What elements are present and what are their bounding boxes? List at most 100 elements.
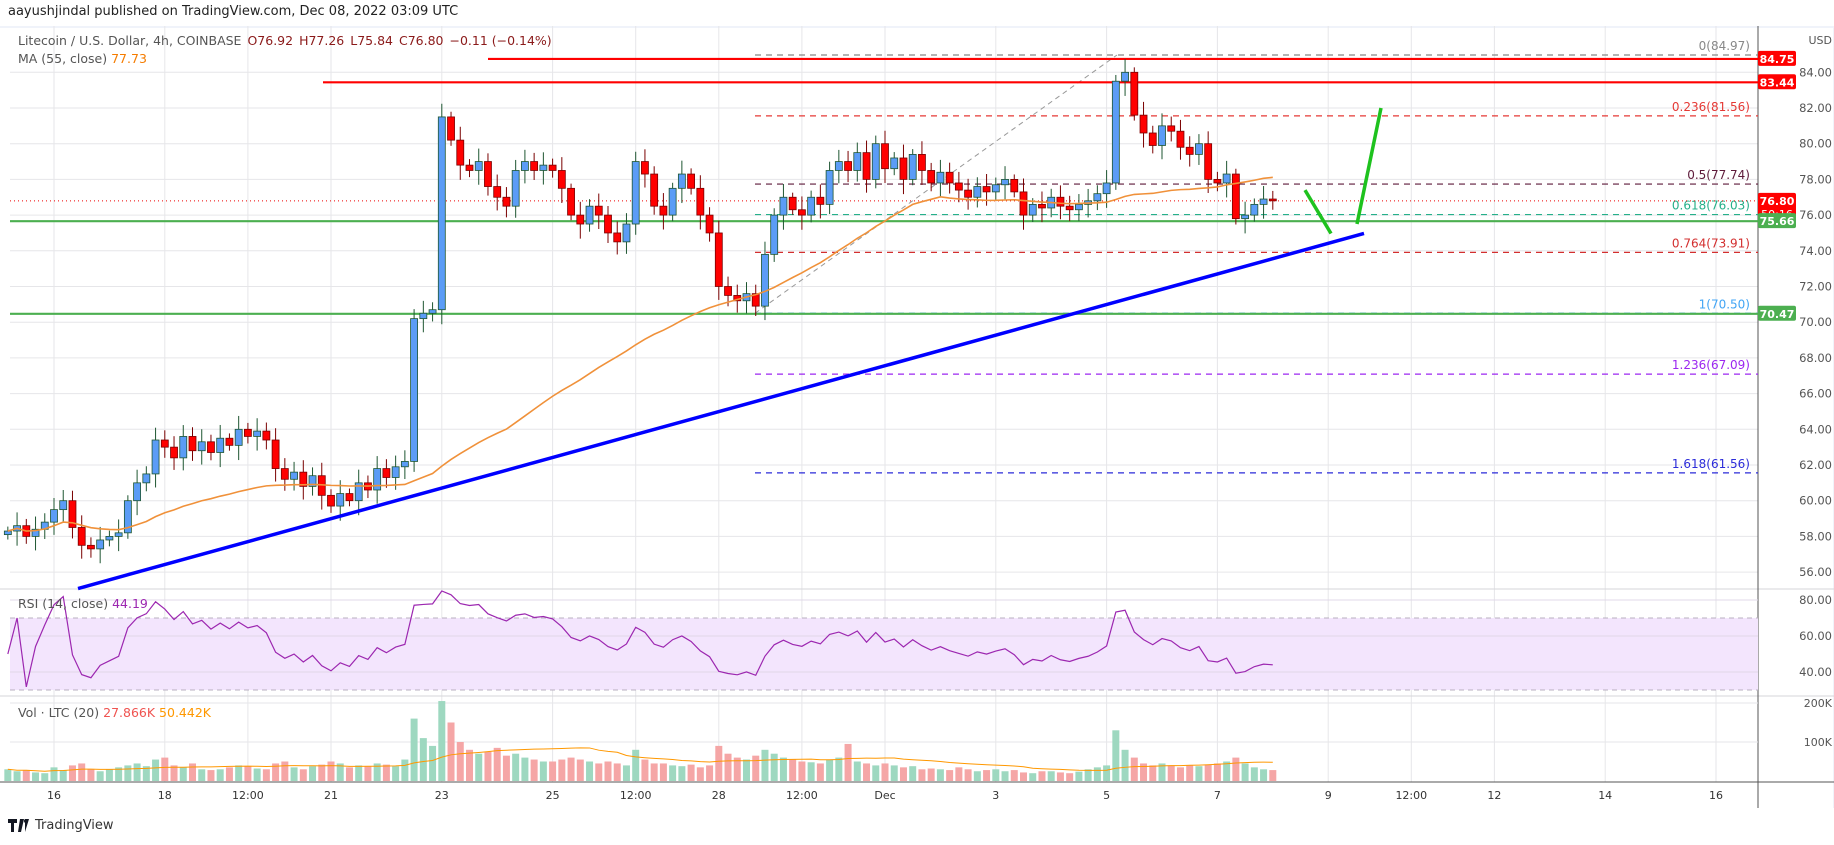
volume-bar	[447, 722, 455, 781]
volume-bar	[345, 767, 353, 781]
price-tag: 84.75	[1758, 50, 1796, 66]
candle	[207, 434, 215, 461]
volume-bar	[207, 770, 215, 781]
brand-name: TradingView	[35, 818, 114, 833]
volume-bar	[1047, 771, 1055, 781]
candle-body	[539, 164, 548, 171]
tradingview-logo-icon	[8, 819, 29, 832]
volume-bar	[1066, 773, 1074, 781]
candle-body	[345, 493, 354, 502]
candle	[410, 309, 419, 472]
candle-body	[696, 187, 705, 216]
candle	[594, 193, 603, 229]
candle	[862, 140, 871, 193]
volume-label[interactable]: Vol · LTC (20)	[18, 705, 100, 720]
volume-bar	[216, 769, 224, 781]
volume-bar	[336, 763, 344, 781]
candle	[345, 488, 354, 507]
fib-level-label: 0(84.97)	[1699, 39, 1750, 53]
ma-label[interactable]: MA (55, close)	[18, 51, 108, 66]
volume-bar	[1167, 765, 1175, 781]
candle-body	[918, 154, 926, 171]
volume-bar	[816, 763, 824, 781]
symbol-name[interactable]: Litecoin / U.S. Dollar, 4h, COINBASE	[18, 33, 242, 48]
volume-bar	[1130, 757, 1138, 781]
volume-bar	[41, 773, 49, 781]
volume-bar	[724, 753, 732, 781]
candle	[798, 196, 806, 230]
candle-body	[613, 232, 622, 243]
candle-body	[585, 205, 594, 225]
candle-body	[1176, 130, 1185, 148]
candle-body	[650, 173, 659, 207]
candle	[105, 530, 114, 547]
volume-bar	[50, 767, 58, 781]
candle	[548, 158, 557, 178]
candle	[631, 151, 640, 235]
time-axis-label: 3	[992, 789, 999, 802]
fib-level-label: 1(70.50)	[1699, 297, 1750, 311]
volume-bar	[1001, 771, 1009, 781]
ohlc-open: O76.92	[247, 33, 294, 48]
volume-bar	[1260, 769, 1268, 781]
candle	[1195, 134, 1203, 165]
candle	[511, 159, 520, 218]
candle-body	[68, 500, 77, 528]
candle-body	[253, 430, 262, 437]
candle	[373, 456, 382, 504]
candle-body	[890, 157, 899, 170]
candle-body	[428, 309, 437, 314]
price-axis-label: 82.00	[1799, 101, 1832, 115]
candle-body	[1148, 132, 1157, 146]
price-tag-value: 84.75	[1760, 53, 1795, 66]
projection-arrow-up	[1355, 107, 1383, 225]
candle	[197, 429, 206, 465]
candle-body	[308, 475, 317, 487]
candle	[991, 177, 1000, 200]
candle	[945, 162, 954, 194]
volume-bar	[364, 766, 372, 781]
candle	[1019, 178, 1028, 230]
volume-bar	[669, 765, 677, 781]
volume-bar	[244, 766, 252, 781]
candle-body	[816, 196, 825, 205]
candle	[1167, 116, 1176, 142]
volume-bar	[105, 769, 113, 781]
projection-arrow-down	[1303, 189, 1333, 235]
volume-bar	[706, 765, 714, 781]
volume-bar	[826, 759, 834, 781]
candle	[973, 177, 982, 208]
candle-body	[1038, 203, 1046, 209]
volume-bar	[225, 767, 233, 781]
candle-body	[216, 437, 225, 453]
candle	[114, 519, 123, 552]
rsi-label[interactable]: RSI (14, close)	[18, 596, 109, 611]
candle	[641, 149, 649, 188]
volume-bar	[198, 769, 206, 781]
candle	[317, 462, 326, 510]
volume-bar	[299, 769, 307, 781]
candle	[761, 241, 769, 321]
volume-bar	[918, 769, 926, 781]
candle-body	[807, 196, 816, 216]
candle-body	[844, 161, 852, 171]
volume-bar	[318, 764, 326, 781]
candle	[354, 469, 363, 516]
candle	[142, 466, 151, 492]
candle-body	[668, 187, 677, 216]
candle	[659, 193, 668, 230]
volume-bar	[687, 764, 695, 781]
candle	[419, 300, 428, 333]
price-axis-label: 64.00	[1799, 422, 1832, 436]
candle-body	[1195, 143, 1203, 155]
candle-body	[936, 171, 945, 184]
time-axis-label: 12:00	[1395, 789, 1427, 802]
candle	[77, 515, 86, 559]
candle-body	[437, 116, 446, 311]
candle-body	[419, 312, 428, 320]
volume-bar	[373, 763, 381, 781]
tradingview-logo[interactable]: TradingView	[8, 818, 114, 833]
candle	[530, 152, 539, 180]
volume-bar	[964, 769, 972, 781]
